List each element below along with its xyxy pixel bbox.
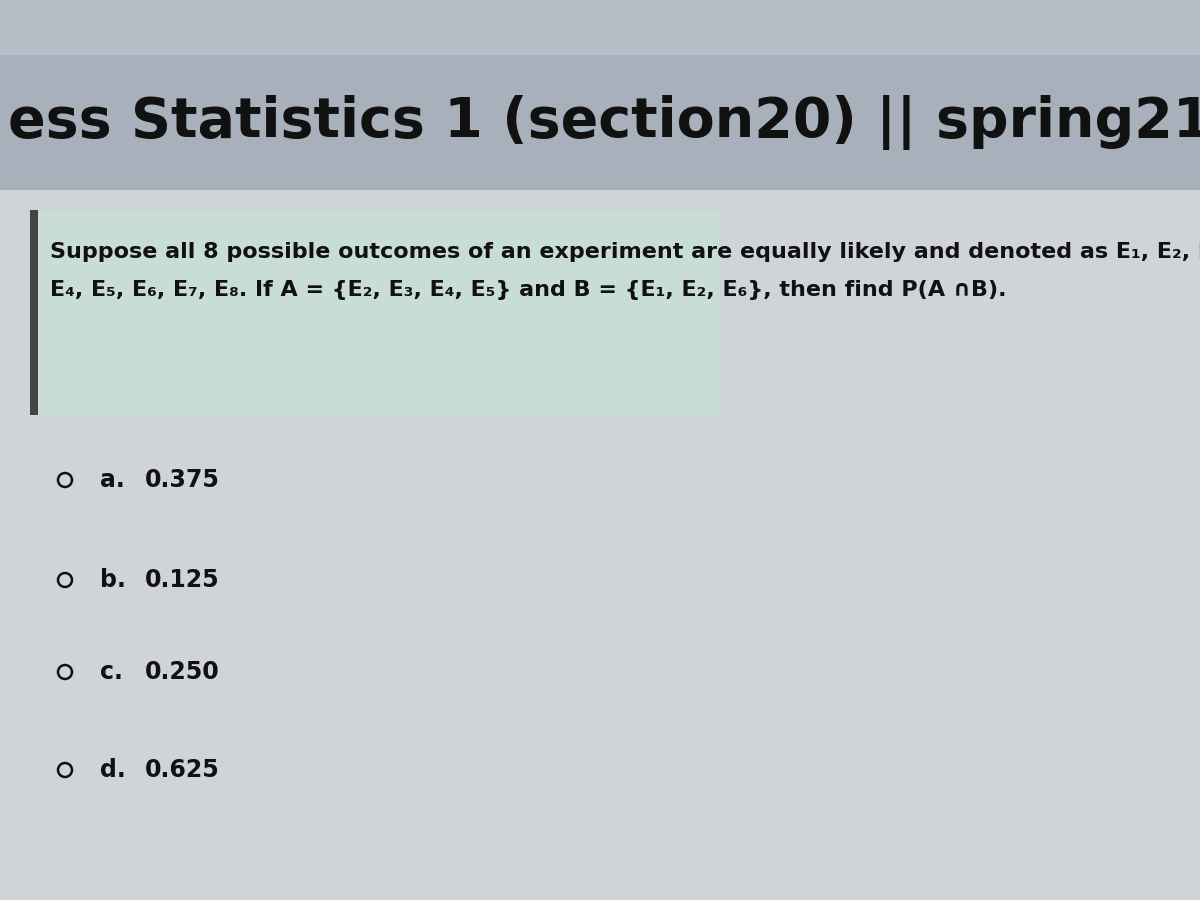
Text: E₄, E₅, E₆, E₇, E₈. If A = {E₂, E₃, E₄, E₅} and B = {E₁, E₂, E₆}, then find P(A : E₄, E₅, E₆, E₇, E₈. If A = {E₂, E₃, E₄, … (50, 280, 1007, 300)
Text: 0.125: 0.125 (145, 568, 220, 592)
Bar (30, 210, 720, 415)
Text: c.: c. (100, 660, 122, 684)
Text: b.: b. (100, 568, 126, 592)
Text: ess Statistics 1 (section20) || spring21: ess Statistics 1 (section20) || spring21 (8, 95, 1200, 150)
Bar (0, 55, 1200, 190)
Text: 0.625: 0.625 (145, 758, 220, 782)
Text: 0.375: 0.375 (145, 468, 220, 492)
Bar (30, 210, 38, 415)
Bar (0, 0, 1200, 55)
Text: d.: d. (100, 758, 126, 782)
Text: Suppose all 8 possible outcomes of an experiment are equally likely and denoted : Suppose all 8 possible outcomes of an ex… (50, 242, 1200, 262)
Text: 0.250: 0.250 (145, 660, 220, 684)
Text: a.: a. (100, 468, 125, 492)
